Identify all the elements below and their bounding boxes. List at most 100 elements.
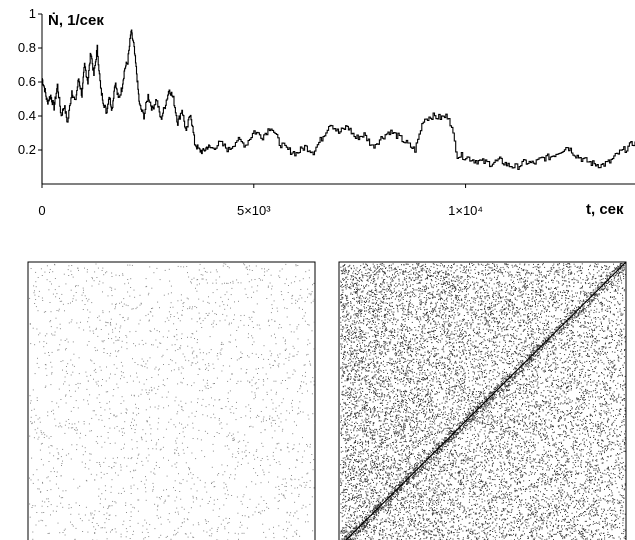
plot-dot	[422, 409, 423, 410]
plot-dot	[195, 288, 196, 289]
plot-dot	[370, 461, 371, 462]
plot-dot	[422, 326, 423, 327]
plot-dot	[153, 483, 154, 484]
plot-dot	[174, 530, 175, 531]
plot-dot	[223, 505, 224, 506]
plot-dot	[217, 355, 218, 356]
plot-dot	[263, 417, 264, 418]
plot-dot	[221, 371, 222, 372]
plot-dot	[226, 315, 227, 316]
plot-dot	[304, 365, 305, 366]
plot-dot	[129, 331, 130, 332]
plot-dot	[614, 315, 615, 316]
plot-dot	[142, 465, 143, 466]
plot-dot	[494, 369, 495, 370]
plot-dot	[187, 519, 188, 520]
plot-dot	[208, 388, 209, 389]
plot-dot	[390, 358, 391, 359]
plot-dot	[578, 474, 579, 475]
plot-dot	[416, 387, 417, 388]
plot-dot	[51, 333, 52, 334]
plot-dot	[70, 396, 71, 397]
plot-dot	[68, 265, 69, 266]
plot-dot	[374, 534, 375, 535]
plot-dot	[376, 332, 377, 333]
plot-dot	[609, 320, 610, 321]
plot-dot	[46, 343, 47, 344]
plot-dot	[136, 463, 137, 464]
plot-dot	[384, 427, 385, 428]
plot-dot	[614, 296, 615, 297]
plot-dot	[449, 342, 450, 343]
plot-dot	[167, 476, 168, 477]
plot-dot	[366, 493, 367, 494]
plot-dot	[134, 485, 135, 486]
plot-dot	[176, 443, 177, 444]
plot-dot	[314, 349, 315, 350]
plot-dot	[137, 488, 138, 489]
plot-dot	[350, 294, 351, 295]
plot-dot	[238, 282, 239, 283]
plot-dot	[268, 269, 269, 270]
plot-dot	[41, 459, 42, 460]
plot-dot	[106, 532, 107, 533]
plot-dot	[373, 387, 374, 388]
plot-dot	[490, 394, 491, 395]
plot-dot	[249, 426, 250, 427]
plot-dot	[286, 349, 287, 350]
plot-dot	[468, 346, 469, 347]
plot-dot	[300, 385, 301, 386]
plot-dot	[144, 484, 145, 485]
plot-dot	[459, 328, 460, 329]
plot-dot	[523, 291, 524, 292]
plot-dot	[596, 366, 597, 367]
plot-dot	[559, 338, 560, 339]
plot-dot	[421, 280, 422, 281]
plot-dot	[268, 321, 269, 322]
plot-dot	[368, 519, 369, 520]
plot-dot	[351, 352, 352, 353]
plot-dot	[570, 385, 571, 386]
plot-dot	[299, 494, 300, 495]
plot-dot	[121, 347, 122, 348]
plot-dot	[170, 316, 171, 317]
plot-dot	[287, 528, 288, 529]
plot-dot	[513, 343, 514, 344]
plot-dot	[184, 453, 185, 454]
plot-dot	[372, 439, 373, 440]
plot-dot	[295, 479, 296, 480]
plot-dot	[473, 346, 474, 347]
plot-dot	[413, 442, 414, 443]
plot-dot	[561, 330, 562, 331]
plot-dot	[36, 286, 37, 287]
plot-dot	[58, 406, 59, 407]
plot-dot	[575, 537, 576, 538]
plot-dot	[493, 365, 494, 366]
plot-dot	[124, 377, 125, 378]
plot-dot	[562, 484, 563, 485]
plot-dot	[247, 297, 248, 298]
plot-dot	[613, 381, 614, 382]
plot-dot	[378, 515, 379, 516]
plot-dot	[507, 314, 508, 315]
plot-dot	[269, 529, 270, 530]
plot-dot	[488, 418, 489, 419]
plot-dot	[433, 402, 434, 403]
plot-dot	[112, 505, 113, 506]
plot-dot	[274, 537, 275, 538]
plot-dot	[263, 500, 264, 501]
plot-dot	[503, 530, 504, 531]
plot-dot	[416, 473, 417, 474]
plot-dot	[311, 293, 312, 294]
plot-dot	[261, 354, 262, 355]
plot-dot	[439, 535, 440, 536]
plot-dot	[118, 475, 119, 476]
plot-dot	[207, 383, 208, 384]
plot-dot	[370, 456, 371, 457]
plot-dot	[533, 291, 534, 292]
plot-dot	[354, 527, 355, 528]
plot-dot	[284, 486, 285, 487]
plot-dot	[526, 289, 527, 290]
plot-dot	[55, 289, 56, 290]
plot-dot	[314, 384, 315, 385]
